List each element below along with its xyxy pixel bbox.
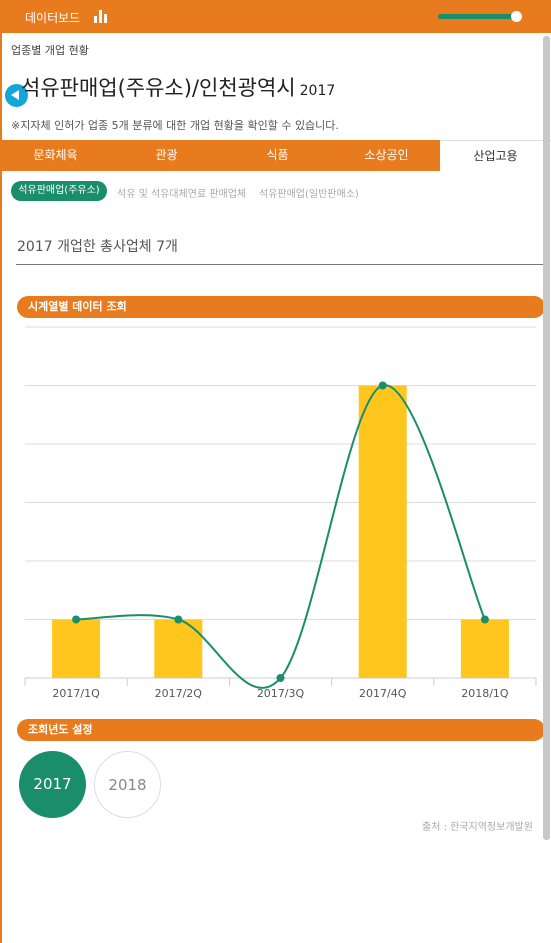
slider-knob[interactable] [511, 11, 522, 22]
app-title: 데이터보드 [25, 11, 81, 25]
x-tick-label: 2018/1Q [461, 687, 509, 700]
page-title: 석유판매업(주유소)/인천광역시 2017 [21, 72, 335, 102]
x-tick-label: 2017/2Q [155, 687, 203, 700]
data-point-2017/4Q [378, 381, 387, 390]
summary-text: 2017 개업한 총사업체 7개 [17, 239, 178, 255]
tab-small-business[interactable]: 소상공인 [364, 148, 409, 162]
toggle-slider[interactable] [438, 11, 524, 23]
x-tick-label: 2017/4Q [359, 687, 407, 700]
bar-2017/1Q [52, 619, 101, 678]
bar-2017/4Q [358, 385, 407, 678]
category-tabs: 문화체육 관광 식품 소상공인 산업고용 [0, 140, 551, 171]
data-point-2018/1Q [480, 615, 489, 624]
subfilter-petroleum-alt-fuel[interactable]: 석유 및 석유대체연료 판매업체 [117, 189, 247, 200]
section-year-setting: 조회년도 설정 [17, 719, 545, 741]
slider-track[interactable] [438, 14, 514, 19]
series-line [76, 384, 486, 689]
subfilter-general-sales[interactable]: 석유판매업(일반판매소) [259, 189, 359, 200]
bar-2017/2Q [154, 619, 203, 678]
notice-text: ※지자체 인허가 업종 5개 분류에 대한 개업 현황을 확인할 수 있습니다. [11, 119, 339, 132]
summary-divider [16, 264, 544, 265]
data-point-2017/1Q [72, 615, 81, 624]
tab-industry-employment[interactable]: 산업고용 [440, 140, 551, 171]
timeseries-chart: 2017/1Q 2017/2Q 2017/3Q 2017/4Q 2018/1Q [24, 326, 537, 700]
year-button-2017[interactable]: 2017 [19, 751, 86, 818]
tab-culture-sports[interactable]: 문화체육 [33, 148, 78, 162]
x-tick-label: 2017/1Q [52, 687, 100, 700]
source-text: 출처 : 한국지역정보개발원 [422, 822, 533, 833]
subfilter-gas-station[interactable]: 석유판매업(주유소) [11, 181, 107, 201]
top-bar: 데이터보드 [0, 0, 551, 33]
back-arrow-icon[interactable] [5, 84, 28, 107]
breadcrumb: 업종별 개업 현황 [11, 44, 89, 57]
bar-2018/1Q [460, 619, 509, 678]
page-title-text: 석유판매업(주유소)/인천광역시 [21, 76, 296, 100]
x-tick-label: 2017/3Q [257, 687, 305, 700]
data-point-2017/2Q [174, 615, 183, 624]
section-timeseries: 시계열별 데이터 조회 [17, 296, 545, 318]
year-button-2018[interactable]: 2018 [94, 751, 161, 818]
tab-tourism[interactable]: 관광 [155, 148, 178, 162]
bar-chart-icon[interactable] [94, 10, 108, 23]
page-title-year: 2017 [299, 83, 336, 99]
data-point-2017/3Q [276, 674, 285, 682]
scrollbar[interactable] [543, 36, 550, 840]
tab-food[interactable]: 식품 [266, 148, 289, 162]
